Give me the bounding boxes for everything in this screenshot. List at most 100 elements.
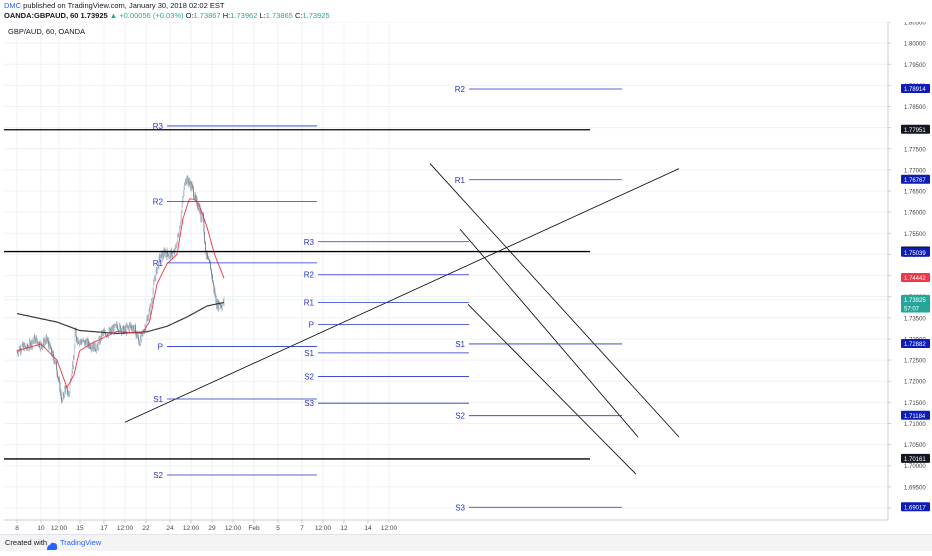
candle-body bbox=[21, 345, 23, 350]
candle-body bbox=[25, 346, 27, 349]
candle-body bbox=[210, 263, 211, 270]
candle-body bbox=[180, 222, 181, 228]
trend-line bbox=[459, 228, 639, 438]
price-badge bbox=[901, 247, 930, 257]
candle-body bbox=[181, 211, 182, 218]
candle-body bbox=[130, 325, 131, 327]
pivot-label: S1 bbox=[455, 340, 465, 349]
candle-body bbox=[79, 341, 81, 343]
price-tick-label: 1.72000 bbox=[904, 380, 926, 386]
pivot-label: S1 bbox=[304, 349, 314, 358]
open-value: 1.73867 bbox=[193, 11, 221, 20]
candle-body bbox=[153, 283, 154, 291]
candle-body bbox=[24, 344, 25, 351]
price-tick-label: 1.78500 bbox=[904, 105, 926, 111]
candle-body bbox=[69, 385, 71, 392]
price-badge-label: 1.73925 bbox=[904, 298, 926, 304]
candle-body bbox=[176, 246, 177, 247]
candle-body bbox=[218, 302, 220, 308]
candle-body bbox=[152, 290, 154, 298]
candle-body bbox=[197, 205, 198, 208]
pivot-label: P bbox=[158, 343, 163, 352]
candle-body bbox=[105, 333, 106, 336]
candle-body bbox=[18, 350, 19, 354]
candle-body bbox=[137, 337, 138, 338]
price-tick-label: 1.72500 bbox=[904, 359, 926, 365]
candle-body bbox=[59, 382, 61, 392]
high-label: H: bbox=[222, 11, 231, 20]
candle-body bbox=[157, 267, 158, 273]
price-badge bbox=[901, 174, 930, 184]
candle-body bbox=[215, 296, 217, 304]
candle-body bbox=[148, 316, 149, 321]
price-chart[interactable]: R3 R2 R1 P S1 S2 R3 R2 R1 P S1 S2 S3 R2 R1 S1 S2 S3 1.8050… bbox=[0, 0, 932, 534]
candle-body bbox=[98, 341, 99, 349]
price-badge bbox=[901, 294, 930, 304]
tradingview-link[interactable]: TradingView bbox=[60, 538, 102, 547]
candle-body bbox=[183, 193, 184, 197]
candle-body bbox=[131, 326, 132, 329]
time-tick-label: 12 bbox=[340, 525, 348, 532]
candle-body bbox=[141, 333, 142, 339]
candle-body bbox=[119, 324, 121, 326]
candle-body bbox=[101, 331, 103, 337]
candle-body bbox=[42, 343, 44, 346]
publish-text: published on TradingView.com, January 30… bbox=[21, 1, 225, 10]
candle-body bbox=[160, 254, 162, 259]
candle-body bbox=[209, 259, 210, 263]
candle-body bbox=[179, 228, 180, 236]
tradingview-logo-icon[interactable] bbox=[46, 538, 58, 556]
candle-body bbox=[176, 241, 178, 247]
plot-area: R3 R2 R1 P S1 S2 R3 R2 R1 P S1 S2 S3 R2 R1 S1 S2 S3 bbox=[4, 85, 888, 512]
candle-body bbox=[32, 341, 34, 342]
high-value: 1.73962 bbox=[230, 11, 258, 20]
candle-body bbox=[116, 324, 118, 327]
last-price: 1.73925 bbox=[80, 11, 108, 20]
candle-body bbox=[220, 304, 221, 306]
pivot-label: R1 bbox=[455, 176, 466, 185]
price-badge-label: 1.76767 bbox=[904, 178, 926, 184]
candle-body bbox=[95, 349, 96, 351]
candle-body bbox=[89, 343, 91, 348]
candle-body bbox=[146, 319, 148, 322]
pivot-label: S2 bbox=[153, 471, 163, 480]
candle-body bbox=[183, 187, 185, 194]
price-axis: 1.805001.800001.795001.790001.785001.780… bbox=[887, 21, 930, 520]
time-tick-label: 5 bbox=[276, 525, 280, 532]
symbol-name: OANDA:GBPAUD, 60 bbox=[4, 11, 79, 20]
candle-body bbox=[33, 340, 34, 342]
candle-body bbox=[59, 379, 60, 383]
candle-body bbox=[119, 324, 120, 331]
candle-body bbox=[56, 369, 58, 374]
pivot-label: S2 bbox=[455, 412, 465, 421]
candle-body bbox=[192, 184, 193, 187]
candle-body bbox=[37, 341, 39, 345]
candle-body bbox=[167, 254, 169, 258]
candle-body bbox=[36, 338, 38, 342]
candle-body bbox=[205, 251, 207, 255]
candle-body bbox=[171, 251, 173, 257]
candle-body bbox=[74, 329, 76, 347]
candle-body bbox=[178, 235, 180, 237]
price-tick-label: 1.79500 bbox=[904, 63, 926, 69]
created-with-text: Created with bbox=[5, 538, 48, 547]
candle-body bbox=[222, 304, 223, 309]
candle-body bbox=[46, 336, 48, 341]
footer-bar: Created with TradingView bbox=[0, 534, 932, 551]
candle-body bbox=[120, 325, 121, 332]
candle-body bbox=[74, 346, 75, 360]
candle-body bbox=[85, 340, 86, 343]
candle-body bbox=[82, 341, 83, 343]
author-link[interactable]: DMC bbox=[4, 1, 22, 10]
candle-body bbox=[170, 250, 172, 258]
candle-body bbox=[163, 250, 165, 257]
candle-body bbox=[195, 194, 196, 199]
candle-body bbox=[193, 188, 194, 197]
candle-body bbox=[207, 258, 209, 259]
candle-body bbox=[159, 255, 161, 261]
candle-body bbox=[45, 341, 46, 343]
pivot-label: R3 bbox=[304, 238, 315, 247]
price-badge bbox=[901, 410, 930, 420]
candle-body bbox=[196, 198, 197, 199]
candle-body bbox=[70, 379, 71, 386]
